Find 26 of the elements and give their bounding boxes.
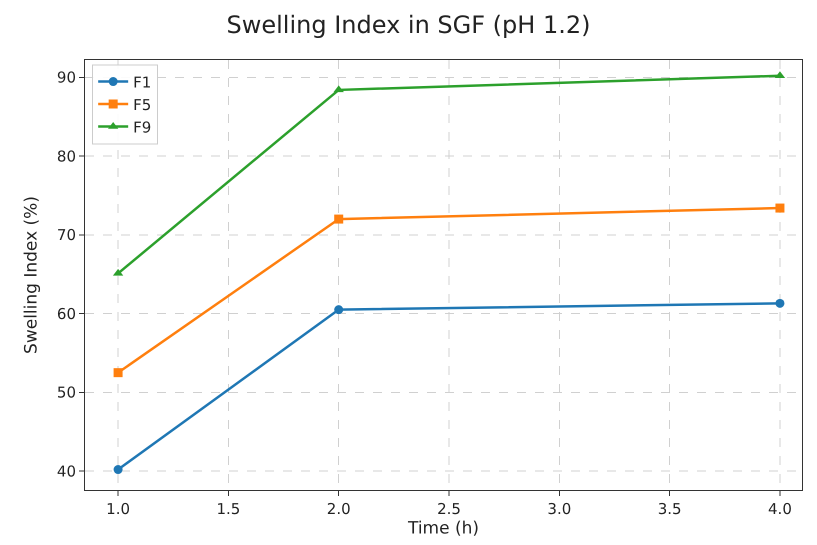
x-tick-label: 4.0	[768, 500, 792, 518]
x-tick-label: 3.5	[658, 500, 682, 518]
point	[334, 305, 344, 314]
chart-title: Swelling Index in SGF (pH 1.2)	[226, 11, 590, 40]
y-tick-label: 70	[56, 226, 76, 244]
x-tick-label: 2.5	[437, 500, 461, 518]
point	[114, 368, 123, 378]
y-tick-label: 90	[56, 68, 76, 87]
point	[334, 214, 344, 224]
point	[775, 204, 784, 213]
x-tick-label: 3.0	[547, 500, 572, 518]
legend-label: F1	[133, 73, 152, 92]
y-tick-label: 40	[56, 462, 76, 480]
x-axis-title: Time (h)	[406, 518, 480, 538]
y-axis-title: Swelling Index (%)	[21, 196, 42, 354]
point	[775, 298, 784, 308]
y-tick-label: 60	[56, 304, 76, 323]
y-tick-label: 80	[56, 147, 76, 166]
point	[114, 465, 123, 474]
x-tick-label: 1.5	[216, 500, 240, 518]
x-tick-label: 2.0	[326, 500, 351, 518]
legend-label: F9	[133, 118, 152, 136]
legend-label: F5	[133, 96, 152, 114]
point	[334, 85, 344, 92]
x-tick-label: 1.0	[106, 500, 130, 518]
y-tick-label: 50	[56, 384, 76, 402]
